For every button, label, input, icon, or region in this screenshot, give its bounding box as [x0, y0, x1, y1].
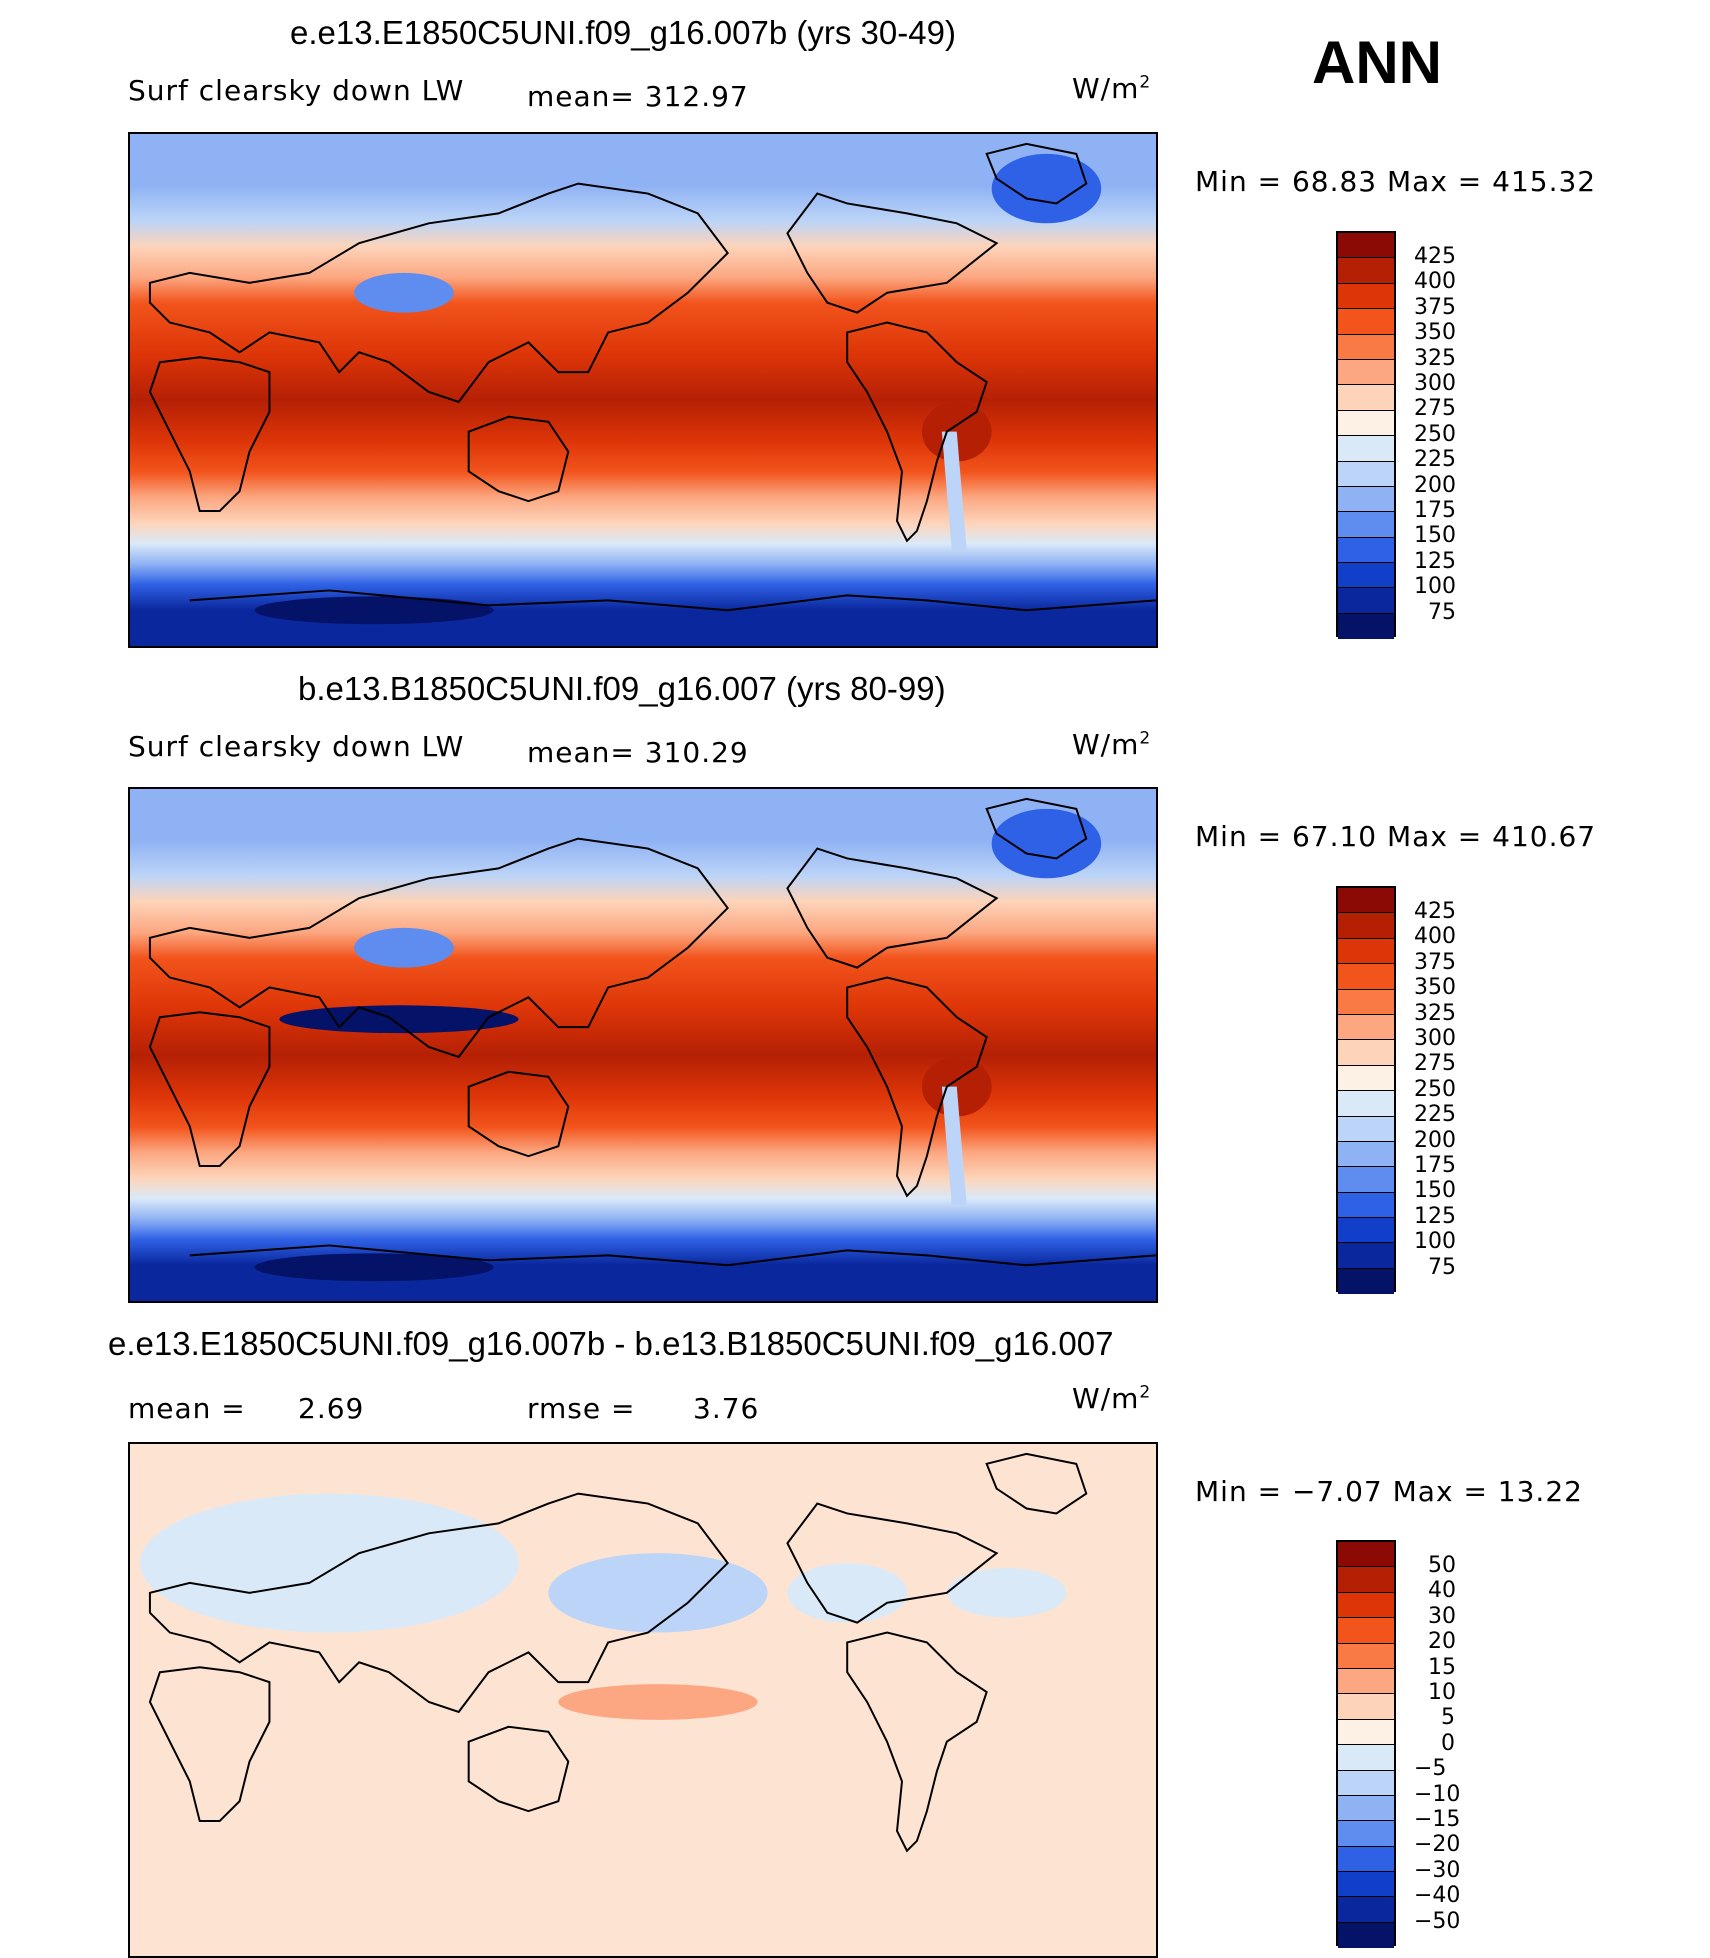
cbar3-tick: −10 — [1414, 1782, 1461, 1807]
cbar2-tick: 250 — [1414, 1077, 1456, 1102]
season-label: ANN — [1312, 29, 1442, 96]
cbar2-tick: 375 — [1414, 950, 1456, 975]
panel2-title: b.e13.B1850C5UNI.f09_g16.007 (yrs 80-99) — [298, 670, 946, 707]
cbar2-tick: 425 — [1414, 899, 1456, 924]
cbar1-tick: 225 — [1414, 447, 1456, 472]
cbar3-tick: 40 — [1428, 1578, 1456, 1603]
cbar2-tick: 350 — [1414, 975, 1456, 1000]
cbar1-tick: 250 — [1414, 422, 1456, 447]
panel3-rmse-label: rmse = — [527, 1392, 636, 1425]
panel3-rmse-value: 3.76 — [693, 1392, 760, 1425]
cbar3-tick: −5 — [1414, 1756, 1447, 1781]
cbar1-tick: 125 — [1414, 549, 1456, 574]
panel3-title: e.e13.E1850C5UNI.f09_g16.007b - b.e13.B1… — [108, 1325, 1114, 1362]
cbar2-tick: 400 — [1414, 924, 1456, 949]
cbar3-tick: −20 — [1414, 1832, 1461, 1857]
panel1-minmax: Min = 68.83 Max = 415.32 — [1195, 165, 1597, 198]
cbar2-tick: 200 — [1414, 1128, 1456, 1153]
cbar1-tick: 350 — [1414, 320, 1456, 345]
panel3-mean-value: 2.69 — [298, 1392, 365, 1425]
cbar1-tick: 275 — [1414, 396, 1456, 421]
cbar3-tick: −40 — [1414, 1883, 1461, 1908]
cbar2-tick: 100 — [1414, 1229, 1456, 1254]
panel3-minmax: Min = −7.07 Max = 13.22 — [1195, 1475, 1583, 1508]
cbar2-tick: 125 — [1414, 1204, 1456, 1229]
cbar2-tick: 150 — [1414, 1178, 1456, 1203]
panel1-variable: Surf clearsky down LW — [128, 74, 465, 107]
cbar3-tick: 50 — [1428, 1553, 1456, 1578]
panel2-mean: mean= 310.29 — [527, 736, 749, 769]
cbar2-tick: 75 — [1428, 1255, 1456, 1280]
cbar1-tick: 400 — [1414, 269, 1456, 294]
panel1-colorbar — [1336, 231, 1396, 639]
cbar2-tick: 175 — [1414, 1153, 1456, 1178]
cbar3-tick: 15 — [1428, 1655, 1456, 1680]
cbar1-tick: 425 — [1414, 244, 1456, 269]
panel1-units: W/m2 — [1072, 72, 1152, 105]
cbar3-tick: −30 — [1414, 1858, 1461, 1883]
cbar1-tick: 300 — [1414, 371, 1456, 396]
panel1-mean: mean= 312.97 — [527, 80, 749, 113]
cbar1-tick: 200 — [1414, 473, 1456, 498]
panel3-colorbar — [1336, 1540, 1396, 1948]
cbar1-tick: 75 — [1428, 600, 1456, 625]
cbar3-tick: 5 — [1441, 1705, 1455, 1730]
cbar2-tick: 300 — [1414, 1026, 1456, 1051]
cbar3-tick: 10 — [1428, 1680, 1456, 1705]
cbar3-tick: 30 — [1428, 1604, 1456, 1629]
cbar1-tick: 375 — [1414, 295, 1456, 320]
panel2-units: W/m2 — [1072, 728, 1152, 761]
panel3-map — [128, 1442, 1158, 1958]
panel3-mean-label: mean = — [128, 1392, 246, 1425]
panel2-variable: Surf clearsky down LW — [128, 730, 465, 763]
cbar1-tick: 175 — [1414, 498, 1456, 523]
cbar3-tick: −15 — [1414, 1807, 1461, 1832]
cbar3-tick: 0 — [1441, 1731, 1455, 1756]
cbar1-tick: 150 — [1414, 523, 1456, 548]
panel2-map — [128, 787, 1158, 1303]
cbar2-tick: 225 — [1414, 1102, 1456, 1127]
cbar3-tick: −50 — [1414, 1909, 1461, 1934]
cbar1-tick: 100 — [1414, 574, 1456, 599]
cbar3-tick: 20 — [1428, 1629, 1456, 1654]
panel2-minmax: Min = 67.10 Max = 410.67 — [1195, 820, 1597, 853]
panel1-title: e.e13.E1850C5UNI.f09_g16.007b (yrs 30-49… — [290, 14, 956, 51]
cbar1-tick: 325 — [1414, 346, 1456, 371]
panel1-map — [128, 132, 1158, 648]
cbar2-tick: 325 — [1414, 1001, 1456, 1026]
panel3-units: W/m2 — [1072, 1382, 1152, 1415]
cbar2-tick: 275 — [1414, 1051, 1456, 1076]
panel2-colorbar — [1336, 886, 1396, 1294]
